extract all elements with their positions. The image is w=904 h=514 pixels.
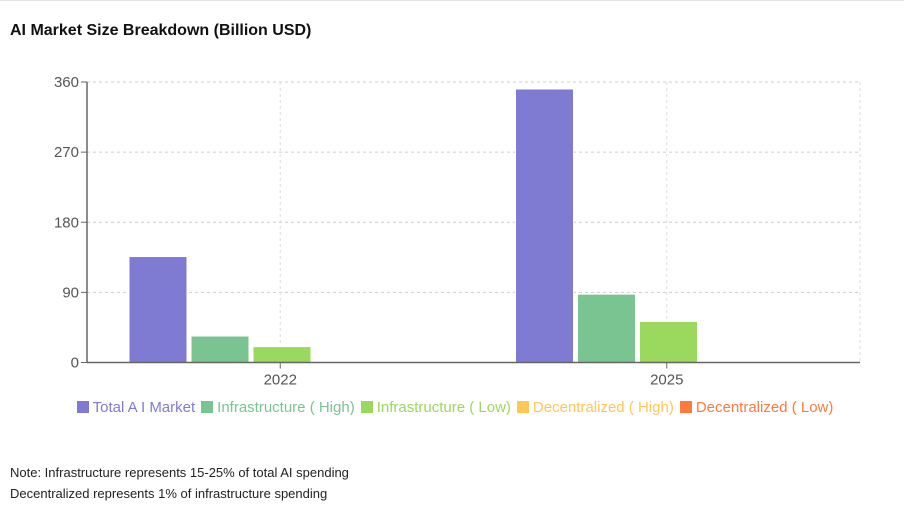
x-tick-label: 2025 xyxy=(650,372,683,389)
legend-item: Infrastructure ( High) xyxy=(201,396,355,420)
legend: Total A I Market Infrastructure ( High) In… xyxy=(60,396,850,420)
legend-item: Decentralized ( High) xyxy=(516,396,674,420)
bar-1-0 xyxy=(515,88,574,363)
legend-swatch xyxy=(679,401,692,413)
legend-swatch xyxy=(76,401,89,413)
y-tick-label: 360 xyxy=(54,74,79,91)
legend-label: Infrastructure ( High) xyxy=(217,399,355,416)
bar-chart: 0 90 180 270 360 2022 2025 xyxy=(54,74,861,389)
bar-1-1 xyxy=(577,293,636,363)
legend-item: Total A I Market xyxy=(76,396,196,420)
bar-0-0 xyxy=(128,256,188,363)
bar-0-2 xyxy=(252,346,312,364)
legend-swatch xyxy=(201,401,214,413)
legend-item: Infrastructure ( Low) xyxy=(360,396,511,420)
bar-0-1 xyxy=(190,335,250,363)
legend-label: Total A I Market xyxy=(92,399,196,416)
chart-title: AI Market Size Breakdown (Billion USD) xyxy=(10,22,312,39)
y-tick-label: 0 xyxy=(71,355,79,372)
x-tick-label: 2022 xyxy=(264,372,297,389)
legend-label: Decentralized ( High) xyxy=(532,399,674,416)
legend-label: Decentralized ( Low) xyxy=(695,399,834,416)
legend-swatch xyxy=(360,401,373,413)
bar-1-2 xyxy=(639,320,698,363)
note-line-2: Decentralized represents 1% of infrastru… xyxy=(10,486,328,501)
legend-label: Infrastructure ( Low) xyxy=(376,399,511,416)
y-tick-label: 180 xyxy=(54,214,79,231)
legend-swatch xyxy=(516,401,529,413)
legend-item: Decentralized ( Low) xyxy=(679,396,834,420)
top-border xyxy=(0,0,904,1)
note-line-1: Note: Infrastructure represents 15-25% o… xyxy=(10,465,349,480)
y-tick-label: 90 xyxy=(62,284,79,301)
y-tick-label: 270 xyxy=(54,144,79,161)
notes: Note: Infrastructure represents 15-25% o… xyxy=(10,462,349,504)
